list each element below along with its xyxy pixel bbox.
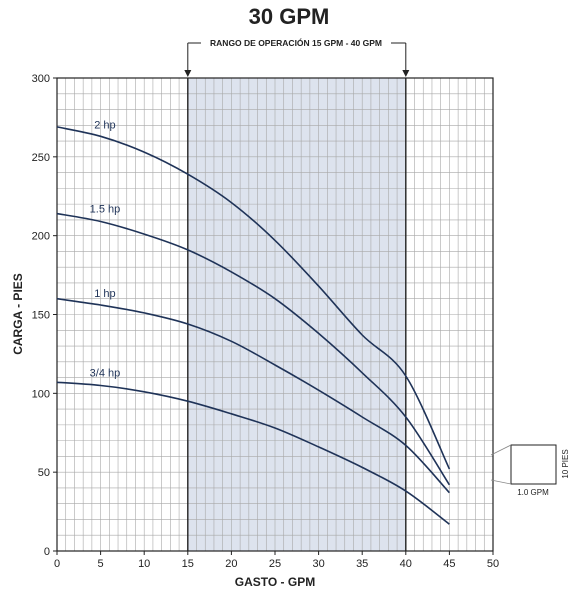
x-tick-label: 30: [312, 558, 324, 570]
scale-box-leader: [490, 444, 512, 456]
x-tick-label: 20: [225, 558, 237, 570]
x-tick-label: 25: [269, 558, 281, 570]
performance-curves: 2 hp 1.5 hp 1 hp 3/4 hp: [56, 119, 451, 525]
y-tick-label: 100: [32, 388, 50, 400]
curve-1-hp: [56, 297, 450, 494]
operating-range-annotation: RANGO DE OPERACIÓN 15 GPM - 40 GPM: [184, 37, 410, 77]
y-tick-label: 0: [44, 546, 50, 558]
operating-range-lines: [187, 78, 407, 551]
scale-box-square: [510, 444, 557, 485]
x-tick-label: 5: [98, 558, 104, 570]
x-tick-label: 10: [138, 558, 150, 570]
x-axis-ticks: 0 5 10 15 20 25 30 35 40 45 50: [54, 551, 499, 570]
scale-box-y-label: 10 PIES: [561, 449, 570, 478]
x-tick-label: 40: [400, 558, 412, 570]
y-axis-label: CARGA - PIES: [11, 273, 25, 355]
x-tick-label: 0: [54, 558, 60, 570]
range-arrow-icon: [184, 70, 192, 77]
y-tick-label: 250: [32, 152, 50, 164]
y-tick-label: 300: [32, 73, 50, 85]
grid-scale-box: 1.0 GPM 10 PIES: [490, 444, 570, 497]
curve-1-5-hp: [56, 212, 451, 486]
y-tick-label: 150: [32, 310, 50, 322]
curve-label: 3/4 hp: [90, 367, 121, 379]
curve-3-4-hp: [56, 381, 450, 525]
operating-range-label: RANGO DE OPERACIÓN 15 GPM - 40 GPM: [210, 37, 382, 48]
scale-box-x-label: 1.0 GPM: [517, 488, 549, 497]
x-tick-label: 45: [443, 558, 455, 570]
chart-title: 30 GPM: [249, 4, 330, 29]
curve-2-hp: [56, 126, 451, 470]
range-arrow-icon: [402, 70, 410, 77]
x-axis-label: GASTO - GPM: [235, 575, 315, 589]
grid: [57, 78, 493, 551]
x-tick-label: 15: [182, 558, 194, 570]
curve-label: 1 hp: [94, 288, 115, 300]
scale-box-leader: [490, 479, 512, 485]
y-axis-ticks: 0 50 100 150 200 250 300: [32, 73, 57, 558]
y-tick-label: 50: [38, 467, 50, 479]
y-tick-label: 200: [32, 231, 50, 243]
x-tick-label: 35: [356, 558, 368, 570]
curve-label: 2 hp: [94, 119, 115, 131]
curve-label: 1.5 hp: [90, 203, 121, 215]
x-tick-label: 50: [487, 558, 499, 570]
